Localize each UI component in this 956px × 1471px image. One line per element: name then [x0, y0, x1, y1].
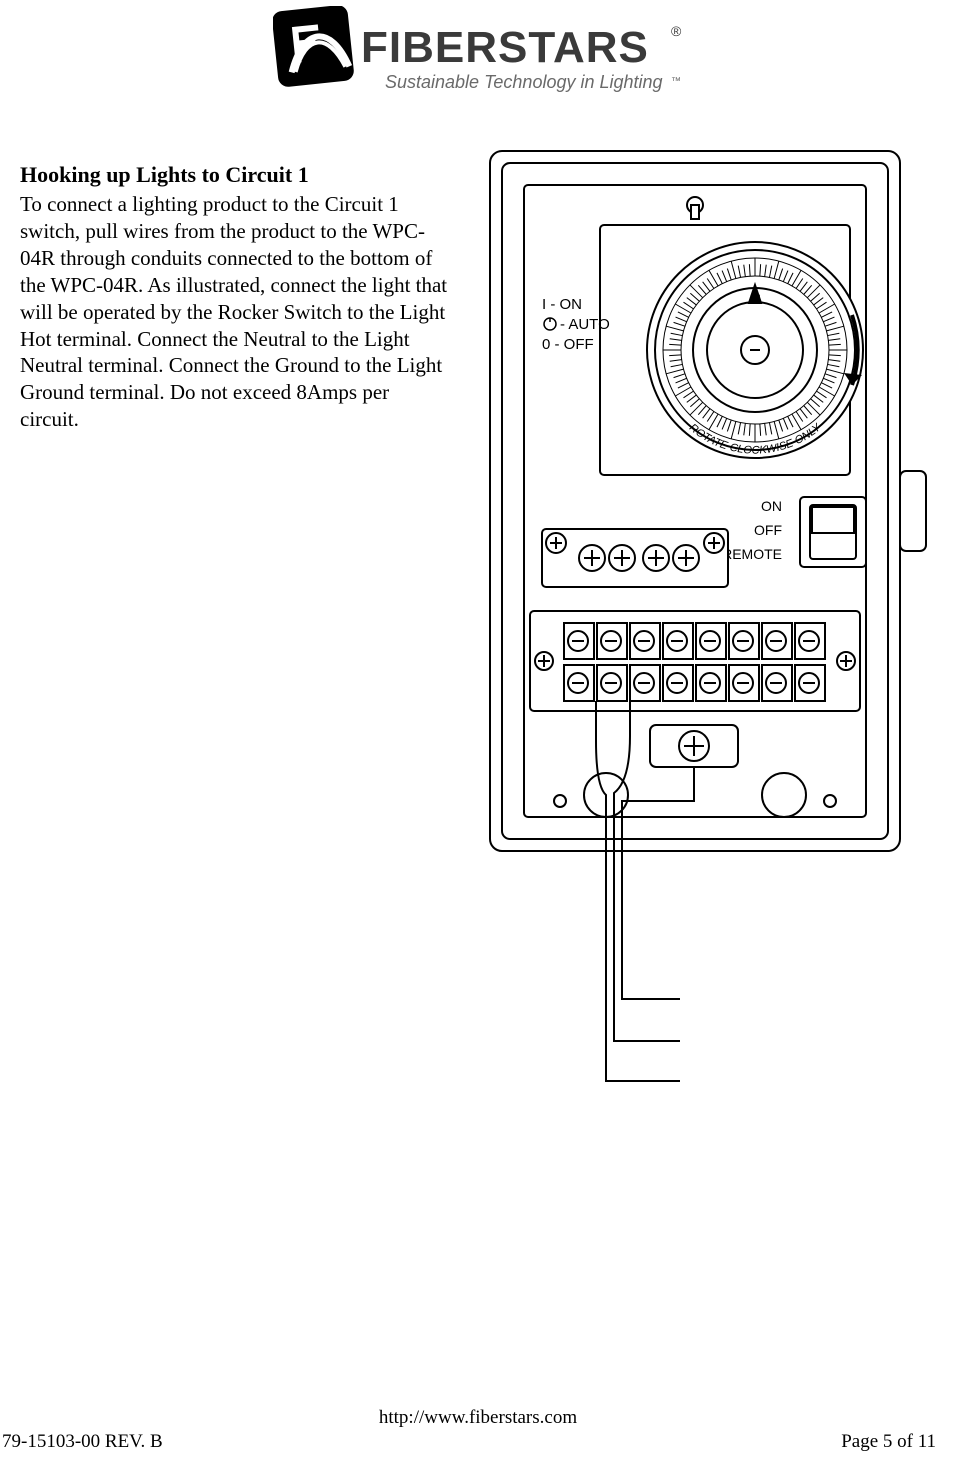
brand-logo: FIBERSTARS ® Sustainable Technology in L… — [20, 0, 936, 115]
svg-text:OFF: OFF — [754, 522, 782, 538]
svg-text:ON: ON — [761, 498, 782, 514]
section-title: Hooking up Lights to Circuit 1 — [20, 161, 450, 189]
footer-page: Page 5 of 11 — [841, 1431, 936, 1453]
section-body: To connect a lighting product to the Cir… — [20, 191, 450, 433]
svg-text:0 - OFF: 0 - OFF — [542, 336, 594, 353]
footer-doc-rev: 79-15103-00 REV. B — [2, 1431, 163, 1453]
wiring-diagram: 12 ROTATE CLOCKWISE ONLY I - ON — [480, 141, 950, 1116]
brand-tagline: Sustainable Technology in Lighting — [385, 72, 663, 92]
svg-text:12: 12 — [749, 293, 761, 304]
svg-text:®: ® — [671, 23, 682, 39]
footer-url: http://www.fiberstars.com — [0, 1407, 956, 1429]
svg-text:REMOTE: REMOTE — [722, 546, 782, 562]
svg-text:I - ON: I - ON — [542, 296, 582, 313]
svg-text:™: ™ — [671, 76, 681, 87]
svg-text:- AUTO: - AUTO — [560, 316, 610, 333]
brand-wordmark: FIBERSTARS — [361, 23, 649, 72]
